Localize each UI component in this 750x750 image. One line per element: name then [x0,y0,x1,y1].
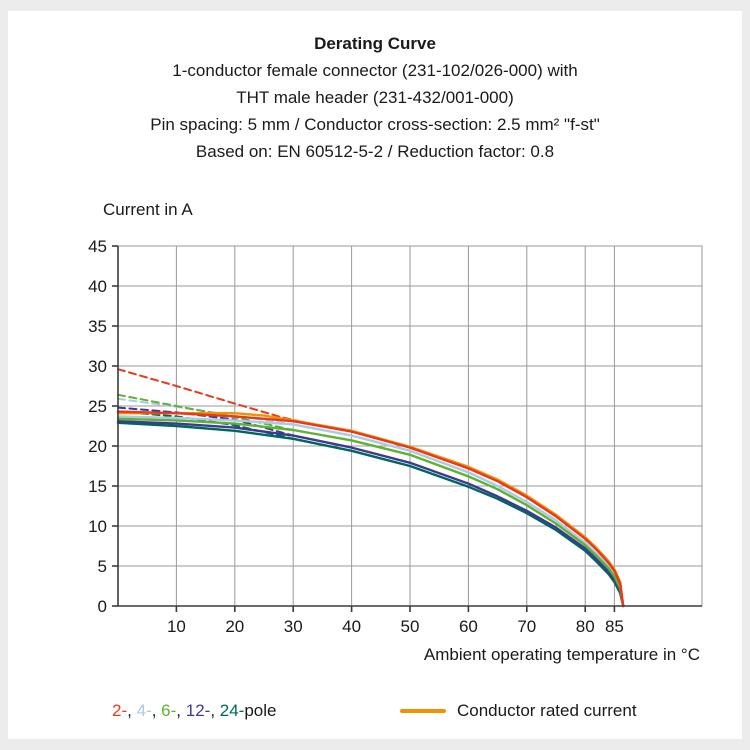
x-axis-title: Ambient operating temperature in °C [423,645,700,664]
y-tick-label: 0 [98,597,107,616]
y-tick-label: 40 [88,277,107,296]
series-2-pole [116,410,625,608]
legend-separator: , [151,701,162,720]
y-tick-label: 10 [88,517,107,536]
series-24-pole [116,421,625,608]
y-tick-label: 30 [88,357,107,376]
legend-separator: , [210,701,220,720]
y-axis-title: Current in A [103,200,193,219]
series-4-pole-dashed [117,397,295,426]
legend-rated-label: Conductor rated current [457,701,637,720]
series-6-pole [116,417,625,608]
x-tick-label: 60 [459,617,478,636]
x-tick-label: 40 [342,617,361,636]
legend-separator: , [127,701,137,720]
y-tick-label: 35 [88,317,107,336]
x-tick-label: 30 [284,617,303,636]
legend-pole-6: 6- [161,701,177,720]
legend-rated: Conductor rated current [400,701,637,721]
y-tick-label: 15 [88,477,107,496]
legend-pole-24: 24- [219,701,245,720]
header-line-3: Pin spacing: 5 mm / Conductor cross-sect… [150,115,600,134]
y-tick-label: 25 [88,397,107,416]
series-12-pole [116,420,625,608]
header-line-2: THT male header (231-432/001-000) [236,88,514,107]
legend-pole-2: 2- [112,701,128,720]
chart-area: 0 5 10 15 20 25 30 35 40 45 10 20 30 40 50 60 70 80 85 [70,232,715,652]
page-title: Derating Curve [314,34,436,53]
series-4-pole [116,415,625,608]
content-background [8,11,742,739]
derating-chart: 0 5 10 15 20 25 30 35 40 45 10 20 30 40 50 60 70 80 85 [88,237,703,636]
y-tick-label: 5 [98,557,107,576]
y-tick-label: 20 [88,437,107,456]
legend-poles: 2-, 4-, 6-, 12-, 24-pole [112,701,276,721]
legend-separator: , [176,701,186,720]
chart-header: Derating Curve 1-conductor female connec… [0,30,750,165]
x-tick-label: 20 [225,617,244,636]
legend-poles-suffix: pole [244,701,277,720]
x-tick-label: 10 [167,617,186,636]
x-tick-label: 80 [576,617,595,636]
x-tick-label: 85 [605,617,624,636]
x-tick-label: 70 [517,617,536,636]
legend-pole-12: 12- [185,701,211,720]
header-line-4: Based on: EN 60512-5-2 / Reduction facto… [195,142,555,161]
header-line-1: 1-conductor female connector (231-102/02… [172,61,578,80]
rated-current-line-icon [400,709,446,713]
x-tick-label: 50 [401,617,420,636]
y-tick-label: 45 [88,237,107,256]
legend-pole-4: 4- [136,701,152,720]
